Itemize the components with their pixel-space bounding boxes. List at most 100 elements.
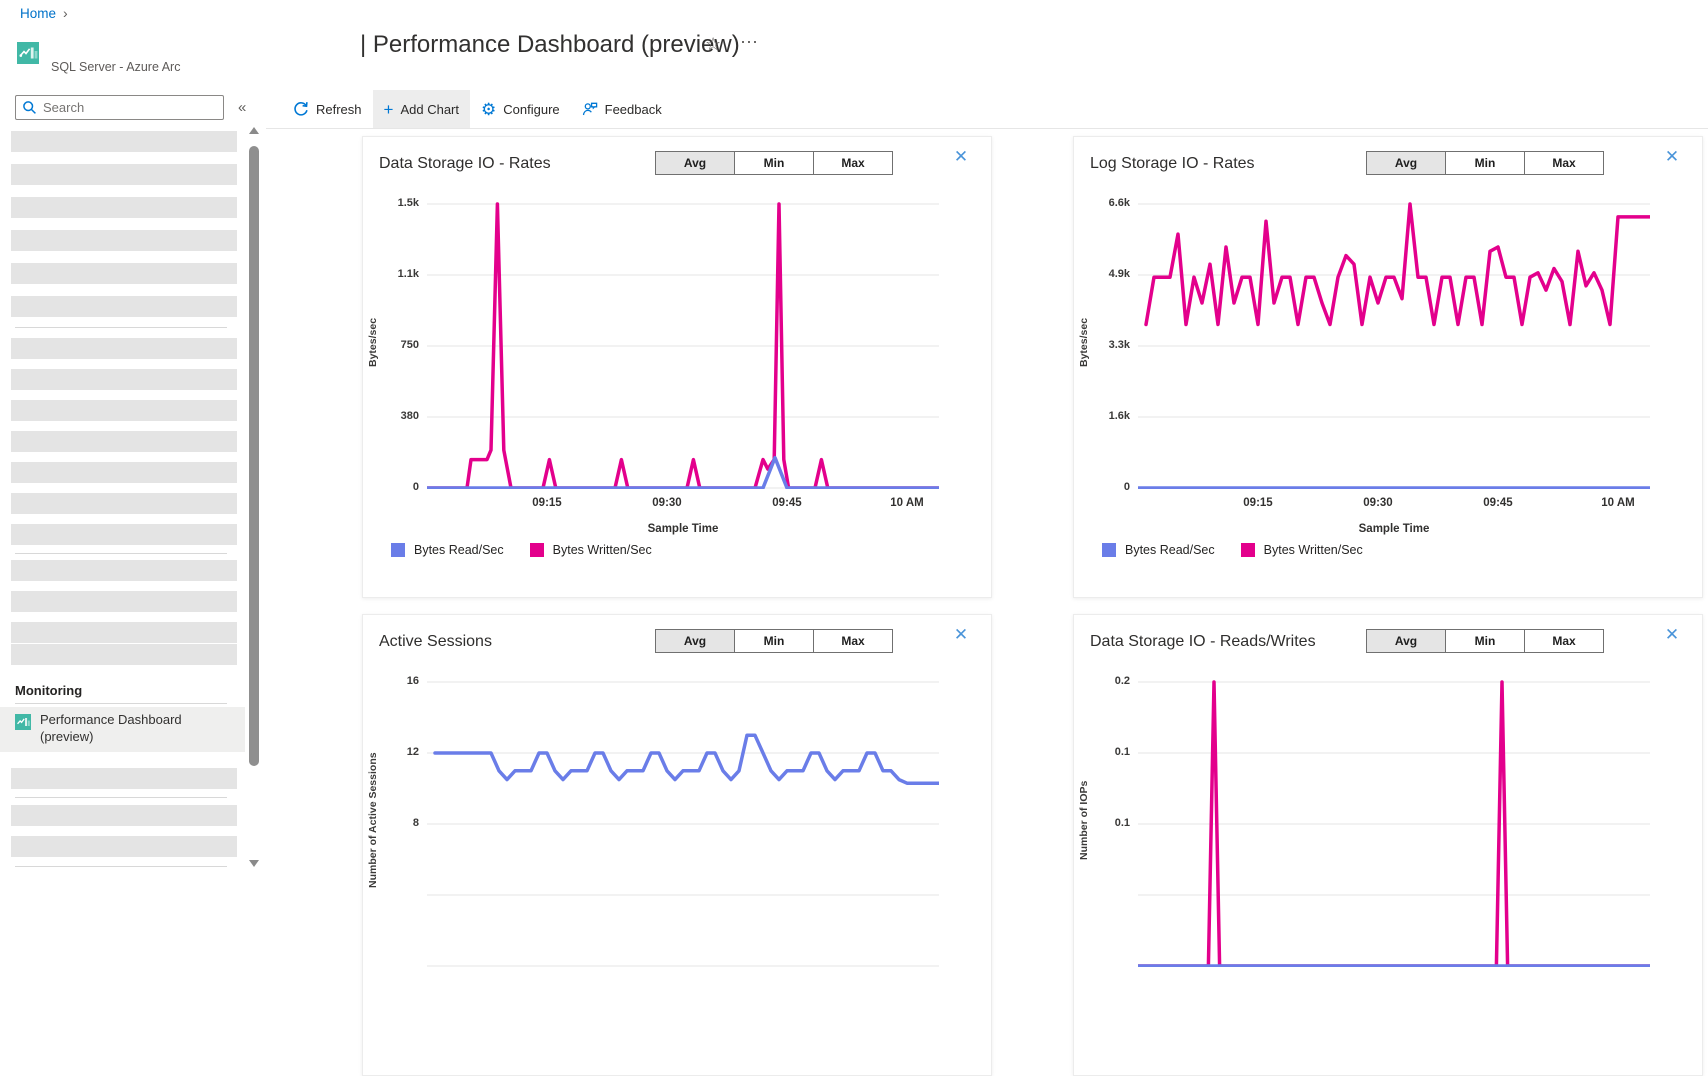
- command-bar: Refresh + Add Chart ⚙ Configure Feedback: [282, 90, 673, 128]
- favorite-star-icon[interactable]: ☆: [705, 34, 722, 54]
- aggregation-toggle: Avg Min Max: [1366, 151, 1604, 175]
- add-chart-label: Add Chart: [400, 101, 460, 117]
- ytick-label: 0.1: [1114, 746, 1130, 758]
- xtick-label: 09:45: [1483, 497, 1513, 509]
- max-button[interactable]: Max: [813, 629, 893, 653]
- search-input[interactable]: [43, 100, 203, 115]
- avg-button[interactable]: Avg: [655, 151, 735, 175]
- feedback-label: Feedback: [604, 101, 662, 117]
- sidebar: SQL Server - Azure Arc « Monitoring Perf…: [0, 0, 266, 874]
- scrollbar-down-arrow-icon[interactable]: [249, 860, 259, 867]
- min-button[interactable]: Min: [734, 151, 814, 175]
- ytick-label: 3.3k: [1108, 339, 1130, 351]
- refresh-button[interactable]: Refresh: [282, 90, 373, 128]
- xtick-label: 10 AM: [1601, 497, 1635, 509]
- ytick-label: 0: [412, 481, 419, 493]
- collapse-sidebar-icon[interactable]: «: [238, 99, 247, 116]
- max-button[interactable]: Max: [1524, 629, 1604, 653]
- chart-plot: [427, 673, 941, 967]
- feedback-button[interactable]: Feedback: [571, 90, 673, 128]
- sidebar-item-performance-dashboard[interactable]: Performance Dashboard (preview): [0, 707, 245, 752]
- search-icon: [22, 100, 37, 115]
- skeleton-bar: [11, 230, 237, 251]
- max-button[interactable]: Max: [813, 151, 893, 175]
- ytick-label: 1.5k: [397, 197, 419, 209]
- ytick-label: 1.6k: [1108, 410, 1130, 422]
- avg-button[interactable]: Avg: [1366, 151, 1446, 175]
- ytick-label: 380: [400, 410, 419, 422]
- y-axis-title: Number of IOPs: [1078, 780, 1090, 860]
- ytick-label: 750: [400, 339, 419, 351]
- breadcrumb-home-link[interactable]: Home: [20, 6, 57, 21]
- performance-dashboard-icon: [15, 714, 31, 730]
- chart-legend: Bytes Read/Sec Bytes Written/Sec: [1102, 543, 1363, 557]
- aggregation-toggle: Avg Min Max: [1366, 629, 1604, 653]
- sidebar-scrollbar-thumb[interactable]: [249, 146, 259, 766]
- ytick-label: 0: [1123, 481, 1130, 493]
- chart-card-data-storage-io-rates: Data Storage IO - Rates Avg Min Max ✕ 1.…: [362, 136, 992, 598]
- skeleton-bar: [11, 493, 237, 514]
- more-options-icon[interactable]: ⋯: [740, 32, 758, 52]
- skeleton-bar: [11, 164, 237, 185]
- divider: [266, 128, 1708, 129]
- sidebar-item-label: Performance Dashboard (preview): [40, 712, 182, 744]
- legend-label: Bytes Written/Sec: [552, 543, 652, 557]
- ytick-label: 0.2: [1114, 675, 1130, 687]
- y-axis-title: Bytes/sec: [1078, 317, 1090, 367]
- ytick-label: 0.1: [1114, 817, 1130, 829]
- chart-card-data-storage-io-reads-writes: Data Storage IO - Reads/Writes Avg Min M…: [1073, 614, 1703, 1076]
- divider: [15, 553, 227, 554]
- chart-title: Data Storage IO - Reads/Writes: [1090, 633, 1316, 650]
- min-button[interactable]: Min: [1445, 151, 1525, 175]
- avg-button[interactable]: Avg: [655, 629, 735, 653]
- skeleton-bar: [11, 622, 237, 643]
- ytick-label: 4.9k: [1108, 268, 1130, 280]
- gear-icon: ⚙: [481, 99, 497, 119]
- ytick-label: 12: [406, 746, 419, 758]
- legend-item[interactable]: Bytes Read/Sec: [1102, 543, 1215, 557]
- close-chart-icon[interactable]: ✕: [953, 625, 969, 644]
- refresh-label: Refresh: [316, 101, 362, 117]
- plus-icon: +: [383, 99, 394, 119]
- configure-button[interactable]: ⚙ Configure: [470, 90, 571, 128]
- feedback-icon: [582, 101, 598, 117]
- skeleton-bar: [11, 197, 237, 218]
- xtick-label: 09:30: [652, 497, 682, 509]
- close-chart-icon[interactable]: ✕: [1664, 147, 1680, 166]
- skeleton-bar: [11, 263, 237, 284]
- legend-item[interactable]: Bytes Read/Sec: [391, 543, 504, 557]
- chart-title: Data Storage IO - Rates: [379, 155, 551, 172]
- series-line: [1144, 202, 1652, 327]
- min-button[interactable]: Min: [734, 629, 814, 653]
- legend-swatch: [1102, 543, 1116, 557]
- close-chart-icon[interactable]: ✕: [1664, 625, 1680, 644]
- skeleton-bar: [11, 296, 237, 317]
- chart-card-active-sessions: Active Sessions Avg Min Max ✕ 16 12 8 Numbe…: [362, 614, 992, 1076]
- chart-title: Active Sessions: [379, 633, 492, 650]
- legend-label: Bytes Read/Sec: [1125, 543, 1215, 557]
- add-chart-button[interactable]: + Add Chart: [372, 90, 471, 128]
- skeleton-bar: [11, 524, 237, 545]
- sidebar-section-monitoring: Monitoring: [15, 683, 83, 698]
- skeleton-bar: [11, 462, 237, 483]
- chart-plot: [1136, 673, 1652, 968]
- refresh-icon: [293, 101, 309, 117]
- sql-server-azure-arc-icon: [17, 42, 39, 64]
- series-line: [433, 733, 941, 785]
- min-button[interactable]: Min: [1445, 629, 1525, 653]
- legend-swatch: [529, 543, 544, 557]
- legend-swatch: [1240, 543, 1255, 557]
- sidebar-search[interactable]: [15, 95, 224, 120]
- chart-plot: [1136, 195, 1652, 490]
- scrollbar-up-arrow-icon[interactable]: [249, 127, 259, 134]
- max-button[interactable]: Max: [1524, 151, 1604, 175]
- close-chart-icon[interactable]: ✕: [953, 147, 969, 166]
- legend-label: Bytes Written/Sec: [1263, 543, 1363, 557]
- y-axis-title: Number of Active Sessions: [367, 752, 379, 888]
- skeleton-bar: [11, 431, 237, 452]
- avg-button[interactable]: Avg: [1366, 629, 1446, 653]
- legend-item[interactable]: Bytes Written/Sec: [1240, 543, 1363, 557]
- divider: [15, 703, 227, 704]
- skeleton-bar: [11, 768, 237, 789]
- legend-item[interactable]: Bytes Written/Sec: [529, 543, 652, 557]
